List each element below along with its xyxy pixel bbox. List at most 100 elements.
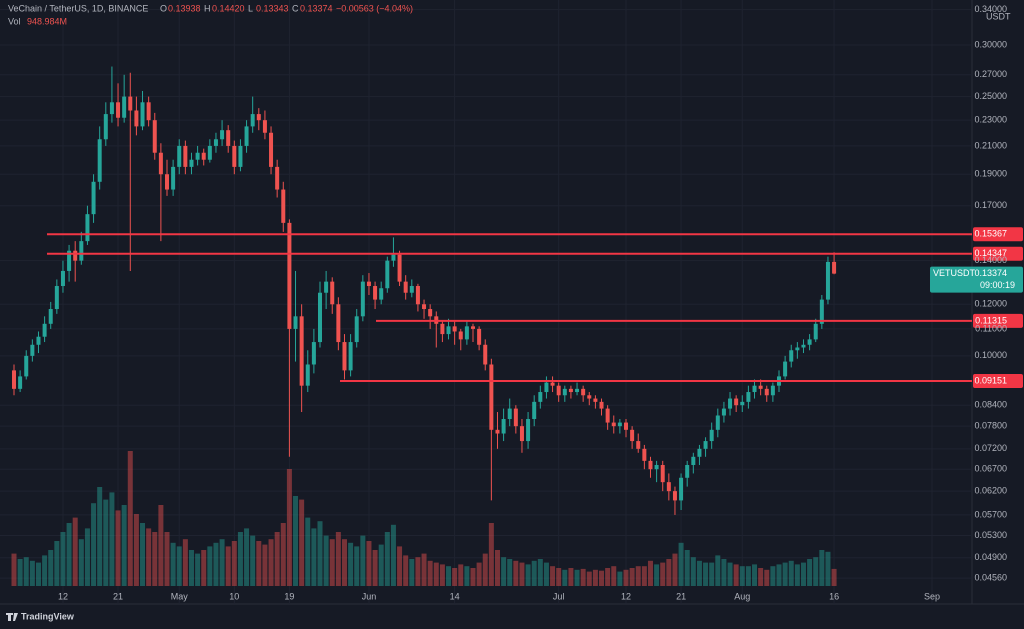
candle-body bbox=[18, 376, 23, 389]
candle-body bbox=[605, 408, 610, 423]
volume-bar bbox=[103, 499, 109, 586]
candle-body bbox=[195, 152, 200, 160]
candle-body bbox=[342, 342, 347, 371]
candle-body bbox=[593, 398, 598, 402]
ohlc-value: 0.14420 bbox=[212, 3, 245, 13]
candle-body bbox=[519, 426, 524, 442]
candle-body bbox=[428, 309, 433, 317]
price-tag-countdown: 09:00:19 bbox=[980, 280, 1015, 290]
volume-bar bbox=[121, 505, 127, 586]
volume-bar bbox=[335, 532, 341, 586]
volume-bar bbox=[519, 562, 525, 586]
volume-bar bbox=[115, 510, 121, 586]
candle-body bbox=[575, 388, 580, 393]
y-tick-label: 0.21000 bbox=[974, 140, 1007, 150]
candle-body bbox=[471, 326, 475, 329]
volume-bar bbox=[250, 535, 256, 586]
volume-bar bbox=[715, 555, 721, 586]
candle-body bbox=[562, 388, 567, 396]
level-tag bbox=[973, 246, 1023, 261]
volume-bar bbox=[84, 528, 90, 586]
candle-body bbox=[630, 429, 635, 442]
volume-bar bbox=[446, 566, 452, 586]
volume-bar bbox=[525, 564, 531, 586]
volume-bar bbox=[800, 562, 806, 586]
candle-body bbox=[501, 419, 506, 434]
candle-body bbox=[391, 254, 396, 261]
volume-bar bbox=[152, 532, 158, 586]
candle-body bbox=[91, 181, 96, 215]
candle-body bbox=[801, 344, 806, 348]
x-tick-label: Jun bbox=[362, 591, 377, 601]
volume-bar bbox=[672, 553, 678, 586]
volume-bar bbox=[72, 517, 78, 586]
volume-bar bbox=[170, 542, 176, 586]
candle-body bbox=[813, 323, 818, 340]
candle-body bbox=[207, 145, 212, 160]
volume-bar bbox=[470, 568, 476, 586]
candle-body bbox=[709, 429, 714, 442]
candle-body bbox=[409, 286, 414, 293]
volume-bar bbox=[182, 539, 188, 586]
volume-bar bbox=[244, 528, 250, 586]
volume-bar bbox=[305, 517, 311, 586]
candle-body bbox=[85, 214, 90, 242]
candle-body bbox=[330, 281, 335, 305]
volume-bar bbox=[231, 541, 237, 586]
candle-body bbox=[299, 316, 304, 386]
volume-bar bbox=[17, 559, 23, 586]
candle-body bbox=[795, 347, 800, 351]
candle-body bbox=[318, 292, 322, 343]
volume-bar bbox=[586, 571, 592, 586]
volume-bar bbox=[66, 523, 72, 586]
y-tick-label: 0.12000 bbox=[974, 299, 1007, 309]
level-tag bbox=[973, 373, 1023, 388]
volume-bar bbox=[819, 550, 825, 586]
candle-body bbox=[348, 342, 353, 371]
volume-bar bbox=[11, 553, 17, 586]
candle-body bbox=[654, 464, 659, 470]
volume-bar bbox=[739, 566, 745, 586]
candle-body bbox=[48, 309, 53, 324]
x-tick-label: 12 bbox=[621, 591, 631, 601]
candle-body bbox=[97, 139, 102, 182]
volume-bar bbox=[280, 523, 286, 586]
volume-bar bbox=[256, 541, 262, 586]
candle-body bbox=[128, 96, 133, 111]
volume-bar bbox=[78, 539, 84, 586]
candle-body bbox=[440, 323, 445, 335]
volume-bar bbox=[207, 546, 213, 586]
volume-bar bbox=[262, 544, 268, 586]
candle-body bbox=[819, 299, 824, 324]
candle-body bbox=[177, 145, 182, 167]
x-tick-label: Sep bbox=[924, 591, 940, 601]
y-tick-label: 0.05300 bbox=[974, 530, 1007, 540]
volume-bar bbox=[752, 564, 758, 586]
candle-body bbox=[287, 222, 292, 329]
ohlc-value: 0.13374 bbox=[300, 3, 333, 13]
candle-body bbox=[624, 422, 628, 430]
y-tick-label: 0.30000 bbox=[974, 39, 1007, 49]
volume-bar bbox=[703, 562, 709, 586]
candle-body bbox=[397, 254, 402, 282]
volume-bar bbox=[666, 559, 672, 586]
volume-bar bbox=[23, 557, 29, 586]
volume-bar bbox=[537, 559, 543, 586]
volume-bar bbox=[311, 528, 317, 586]
candle-body bbox=[660, 464, 665, 483]
candle-body bbox=[250, 114, 255, 127]
candle-body bbox=[599, 401, 604, 409]
volume-bar bbox=[629, 568, 635, 586]
volume-key: Vol bbox=[8, 16, 21, 26]
candle-body bbox=[324, 281, 329, 293]
volume-bar bbox=[825, 551, 831, 586]
candle-body bbox=[122, 96, 127, 118]
volume-bar bbox=[348, 542, 354, 586]
volume-bar bbox=[164, 532, 170, 586]
candle-body bbox=[293, 316, 298, 329]
candle-body bbox=[721, 408, 726, 416]
candle-body bbox=[636, 441, 641, 449]
volume-bar bbox=[611, 566, 617, 586]
volume-bar bbox=[660, 562, 666, 586]
volume-bar bbox=[219, 539, 225, 586]
